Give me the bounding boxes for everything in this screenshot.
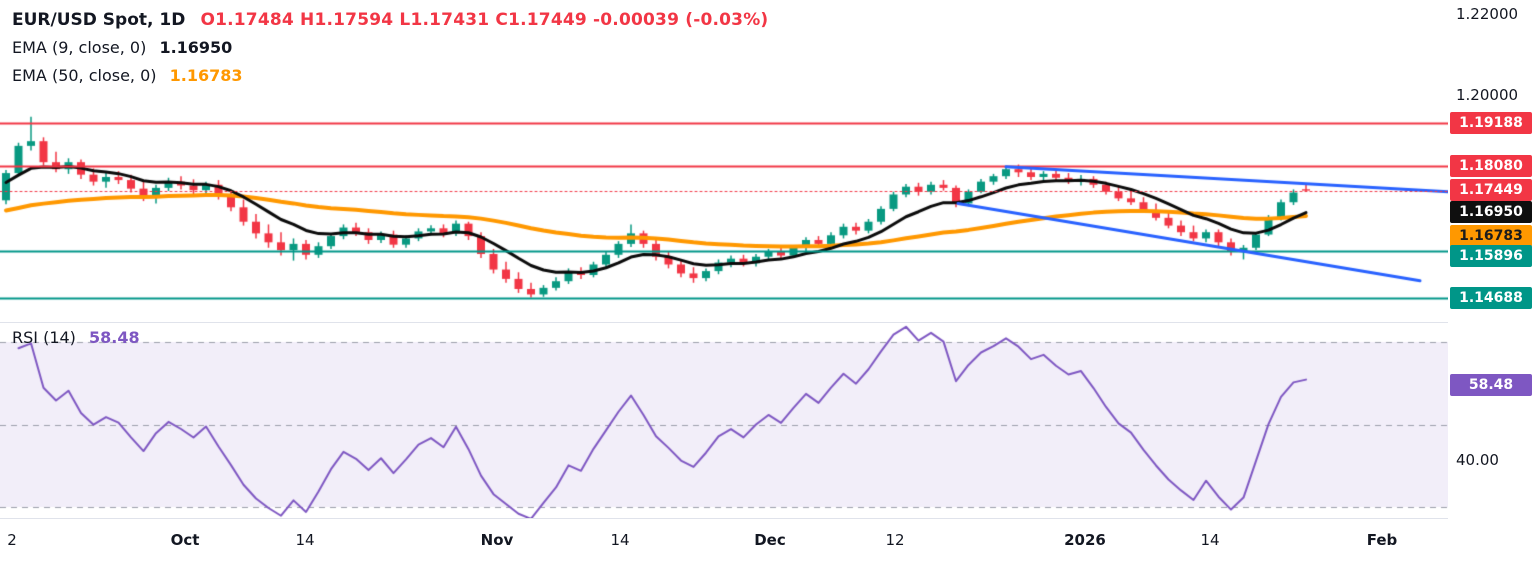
time-axis-label: 2026: [1064, 531, 1106, 549]
rsi-pane-canvas[interactable]: [0, 323, 1448, 518]
ohlc-values: O1.17484 H1.17594 L1.17431 C1.17449 -0.0…: [200, 10, 769, 30]
price-axis-label: 40.00: [1456, 451, 1499, 469]
ema9-value: 1.16950: [159, 38, 233, 57]
ema50-legend-row[interactable]: EMA (50, close, 0) 1.16783: [12, 62, 768, 90]
price-axis[interactable]: 1.22000 1.20000 40.00 1.19188 1.18080 1.17449…: [1448, 0, 1536, 564]
rsi-value: 58.48: [89, 328, 140, 347]
time-axis-label: Nov: [480, 531, 514, 549]
time-axis-label: 14: [610, 531, 630, 549]
time-axis-label: Dec: [754, 531, 786, 549]
ema50-label: EMA (50, close, 0): [12, 66, 157, 85]
time-axis-label: 14: [295, 531, 315, 549]
pane-separator[interactable]: [0, 322, 1448, 323]
price-chart-canvas[interactable]: [0, 0, 1448, 322]
price-badge: 58.48: [1450, 374, 1532, 396]
price-badge: 1.16950: [1450, 201, 1532, 223]
symbol-title[interactable]: EUR/USD Spot, 1D: [12, 10, 186, 30]
ema50-value: 1.16783: [169, 66, 243, 85]
symbol-row[interactable]: EUR/USD Spot, 1D O1.17484 H1.17594 L1.17…: [12, 6, 768, 34]
time-axis-label: 14: [1200, 531, 1220, 549]
rsi-legend-row[interactable]: RSI (14) 58.48: [12, 328, 140, 347]
ema9-label: EMA (9, close, 0): [12, 38, 147, 57]
time-axis-label: Feb: [1366, 531, 1398, 549]
price-badge: 1.16783: [1450, 225, 1532, 247]
price-badge: 1.18080: [1450, 155, 1532, 177]
time-axis[interactable]: 2 Oct 14 Nov 14 Dec 12 2026 14 Feb: [0, 518, 1448, 564]
rsi-label: RSI (14): [12, 328, 76, 347]
time-axis-label: 2: [7, 531, 17, 549]
price-axis-label: 1.20000: [1456, 86, 1519, 104]
price-axis-label: 1.22000: [1456, 5, 1519, 23]
price-badge: 1.19188: [1450, 112, 1532, 134]
chart-legend: EUR/USD Spot, 1D O1.17484 H1.17594 L1.17…: [12, 6, 768, 90]
ema9-legend-row[interactable]: EMA (9, close, 0) 1.16950: [12, 34, 768, 62]
price-badge: 1.17449: [1450, 179, 1532, 201]
time-axis-label: Oct: [170, 531, 200, 549]
price-badge: 1.15896: [1450, 245, 1532, 267]
time-axis-label: 12: [885, 531, 905, 549]
price-badge: 1.14688: [1450, 287, 1532, 309]
